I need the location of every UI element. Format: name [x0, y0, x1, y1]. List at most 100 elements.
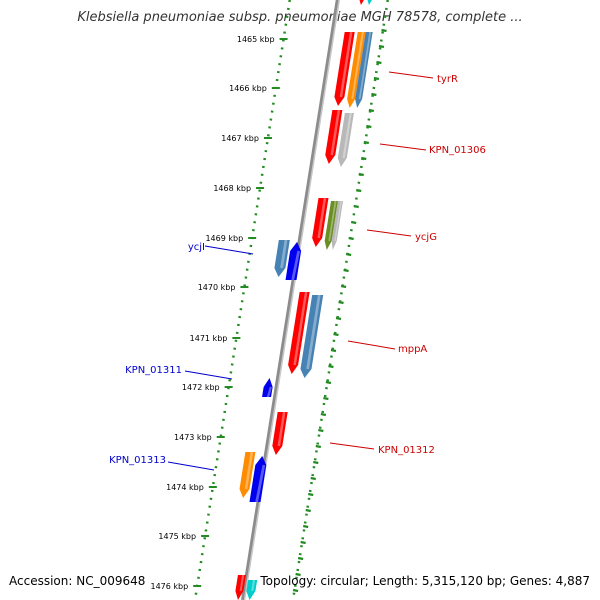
gene-orange-1-shine [351, 31, 364, 100]
gc-content-dash [305, 508, 311, 513]
tick-label: 1472 kbp [182, 383, 220, 392]
gc-content-dash [292, 588, 299, 593]
gene-red-3-body [312, 198, 329, 247]
gc-content-dash [330, 348, 337, 353]
gene-red-4-shine [293, 291, 308, 366]
gene-KPN_01311 [262, 378, 273, 398]
gene-olive [324, 200, 338, 250]
gc-content-dash [353, 204, 359, 209]
label-leader-line [204, 245, 254, 255]
tick-label: 1468 kbp [213, 184, 251, 193]
gene-red-4-body [288, 292, 310, 374]
gene-tyrR [334, 31, 355, 106]
label-leader-line [167, 461, 215, 471]
gene-mppA-shine [306, 294, 321, 370]
gc-content-dash [315, 444, 322, 449]
gc-content-dash [366, 124, 372, 129]
gene-blue-1-body [355, 32, 373, 108]
gc-content-dash [378, 44, 385, 49]
gene-blue-5 [274, 239, 290, 277]
tick-label: 1475 kbp [158, 532, 196, 541]
gene-cyan-top [365, 0, 374, 5]
gene-label-KPN_01313: KPN_01313 [109, 455, 166, 466]
gene-olive-body [324, 201, 338, 250]
label-leader-line [379, 143, 427, 151]
gc-content-dash [318, 428, 324, 433]
gc-content-dash [333, 332, 339, 337]
gc-content-dash [358, 172, 364, 177]
gene-tyrR-body [334, 32, 355, 106]
gene-ycjI-body [285, 242, 302, 280]
gene-KPN_01312-shine [277, 411, 286, 447]
gc-content-dash [338, 300, 344, 305]
gene-label-mppA: mppA [398, 344, 427, 355]
gc-content-dash [373, 76, 380, 81]
gene-blue-7-body [249, 456, 267, 502]
gene-red-2-body [325, 110, 343, 164]
tick-label: 1470 kbp [198, 283, 236, 292]
gc-content-dash [328, 364, 334, 369]
gene-cyan-bottom-shine [251, 579, 256, 592]
gene-red-2 [325, 109, 343, 164]
gc-content-dash [302, 524, 309, 529]
tick-label: 1469 kbp [205, 234, 243, 243]
gene-red-2-shine [330, 109, 341, 156]
gene-KPN_01313 [239, 451, 256, 498]
gc-content-dash [348, 236, 354, 241]
gc-content-dash [295, 572, 301, 577]
tick-label: 1473 kbp [174, 433, 212, 442]
gc-content-dash [323, 396, 329, 401]
gene-ycjI [285, 242, 302, 281]
gene-ycjG [331, 200, 343, 250]
gene-KPN_01306-shine [342, 112, 352, 159]
gene-blue-5-shine [280, 239, 288, 269]
gc-content-dash [368, 108, 375, 113]
gene-red-3-shine [317, 197, 327, 239]
gene-KPN_01311-shine [266, 386, 272, 398]
gc-content-dash [363, 140, 370, 145]
gene-label-KPN_01312: KPN_01312 [378, 445, 435, 456]
gc-content-dash [356, 188, 362, 193]
gene-blue-7 [249, 456, 267, 503]
label-leader-line [366, 229, 412, 237]
tick-label: 1467 kbp [221, 134, 259, 143]
gene-KPN_01313-body [239, 452, 256, 498]
gene-KPN_01312 [272, 411, 288, 455]
gc-content-dash [343, 268, 349, 273]
gene-mppA [300, 294, 324, 378]
gc-content-dash [350, 220, 357, 225]
label-leader-line [329, 442, 375, 450]
tick-label: 1466 kbp [229, 84, 267, 93]
gc-content-dash [320, 412, 327, 417]
gene-red-bottom-shine [239, 574, 245, 592]
gene-ycjI-shine [291, 250, 301, 281]
gene-KPN_01306-body [337, 113, 354, 167]
gc-content-dash [313, 460, 319, 465]
gene-KPN_01306 [337, 112, 354, 167]
gene-orange-1-body [347, 32, 366, 108]
tick-label: 1474 kbp [166, 483, 204, 492]
gene-label-KPN_01311: KPN_01311 [125, 365, 182, 376]
gene-red-top [357, 0, 366, 5]
gc-content-dash [381, 28, 387, 33]
gene-red-4 [288, 291, 310, 374]
gene-ycjG-body [331, 201, 343, 250]
gc-content-dash [300, 540, 306, 545]
gc-content-dash [308, 492, 314, 497]
gene-label-KPN_01306: KPN_01306 [429, 145, 486, 156]
gene-red-bottom [235, 574, 246, 600]
gene-red-top-body [357, 0, 366, 5]
gene-ycjG-shine [334, 200, 342, 242]
gene-blue-1 [355, 31, 373, 108]
gene-blue-5-body [274, 240, 290, 277]
gc-content-dash [310, 476, 316, 481]
label-leader-line [388, 71, 434, 79]
gene-label-tyrR: tyrR [437, 74, 458, 85]
gc-content-dash [340, 284, 347, 289]
gc-content-dash [371, 92, 377, 97]
gene-blue-7-shine [255, 464, 266, 503]
gene-cyan-top-body [365, 0, 374, 5]
gene-mppA-body [300, 295, 324, 378]
